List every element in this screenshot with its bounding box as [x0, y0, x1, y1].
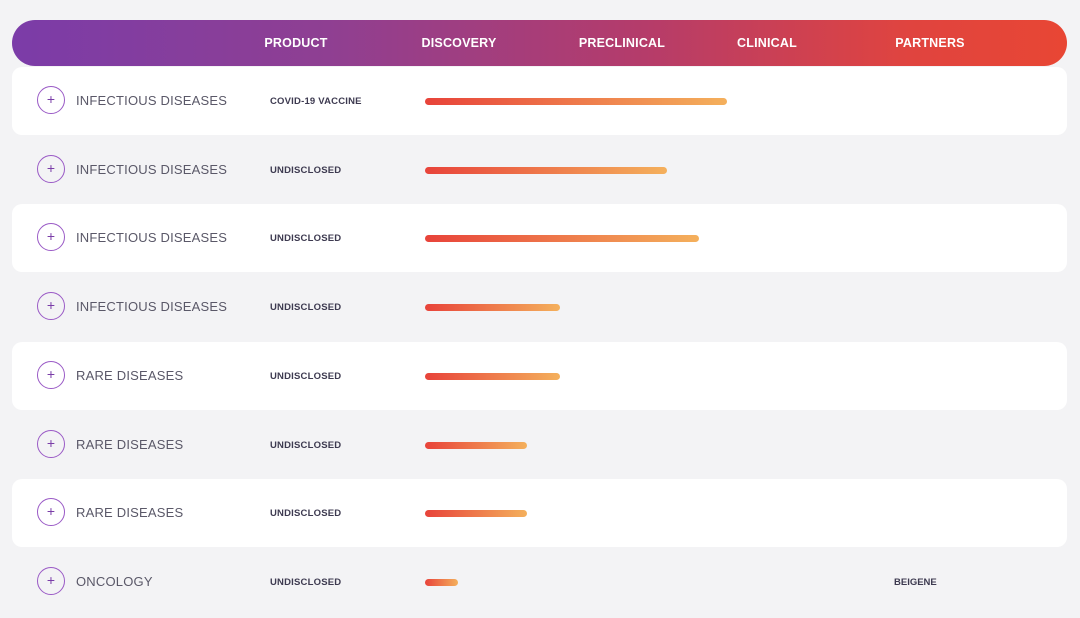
partner-name: BEIGENE — [894, 576, 937, 588]
plus-circle-icon[interactable]: + — [37, 86, 65, 114]
plus-circle-icon[interactable]: + — [37, 223, 65, 252]
therapeutic-area: INFECTIOUS DISEASES — [76, 230, 228, 246]
pipeline-row: + RARE DISEASES UNDISCLOSED — [12, 341, 1067, 410]
pipeline-row: + INFECTIOUS DISEASES COVID-19 VACCINE — [12, 67, 1067, 135]
progress-bar — [425, 166, 667, 174]
product-name: COVID-19 VACCINE — [270, 96, 362, 107]
therapeutic-area: ONCOLOGY — [76, 573, 153, 589]
plus-circle-icon[interactable]: + — [37, 360, 65, 389]
plus-circle-icon[interactable]: + — [37, 154, 65, 183]
therapeutic-area: RARE DISEASES — [76, 505, 184, 521]
therapeutic-area: INFECTIOUS DISEASES — [76, 161, 228, 177]
progress-bar — [425, 510, 528, 518]
pipeline-row: + RARE DISEASES UNDISCLOSED — [12, 479, 1067, 548]
pipeline-header: PRODUCT DISCOVERY PRECLINICAL CLINICAL P… — [12, 20, 1067, 66]
progress-bar — [425, 235, 700, 243]
product-name: UNDISCLOSED — [270, 302, 342, 314]
progress-bar — [425, 98, 728, 105]
pipeline-row: + INFECTIOUS DISEASES UNDISCLOSED — [12, 273, 1067, 341]
therapeutic-area: INFECTIOUS DISEASES — [76, 93, 228, 108]
pipeline-row: + INFECTIOUS DISEASES UNDISCLOSED — [12, 204, 1067, 273]
plus-circle-icon[interactable]: + — [37, 292, 65, 321]
pipeline-row: + ONCOLOGY UNDISCLOSED BEIGENE — [12, 548, 1067, 616]
product-name: UNDISCLOSED — [270, 370, 342, 382]
column-discovery: DISCOVERY — [421, 36, 497, 50]
product-name: UNDISCLOSED — [270, 164, 342, 176]
progress-bar — [425, 372, 560, 380]
product-name: UNDISCLOSED — [270, 439, 342, 451]
plus-circle-icon[interactable]: + — [37, 498, 65, 527]
pipeline-row: + INFECTIOUS DISEASES UNDISCLOSED — [12, 136, 1067, 204]
product-name: UNDISCLOSED — [270, 508, 342, 520]
therapeutic-area: INFECTIOUS DISEASES — [76, 299, 228, 315]
plus-circle-icon[interactable]: + — [37, 429, 65, 458]
progress-bar — [425, 441, 528, 449]
column-partners: PARTNERS — [895, 36, 965, 50]
product-name: UNDISCLOSED — [270, 233, 342, 245]
progress-bar — [425, 304, 560, 312]
pipeline-row: + RARE DISEASES UNDISCLOSED — [12, 411, 1067, 479]
progress-bar — [425, 578, 458, 586]
therapeutic-area: RARE DISEASES — [76, 436, 184, 452]
plus-circle-icon[interactable]: + — [37, 566, 65, 595]
therapeutic-area: RARE DISEASES — [76, 367, 184, 383]
product-name: UNDISCLOSED — [270, 576, 342, 588]
column-preclinical: PRECLINICAL — [578, 36, 666, 50]
column-product: PRODUCT — [264, 36, 328, 50]
column-clinical: CLINICAL — [737, 36, 797, 50]
